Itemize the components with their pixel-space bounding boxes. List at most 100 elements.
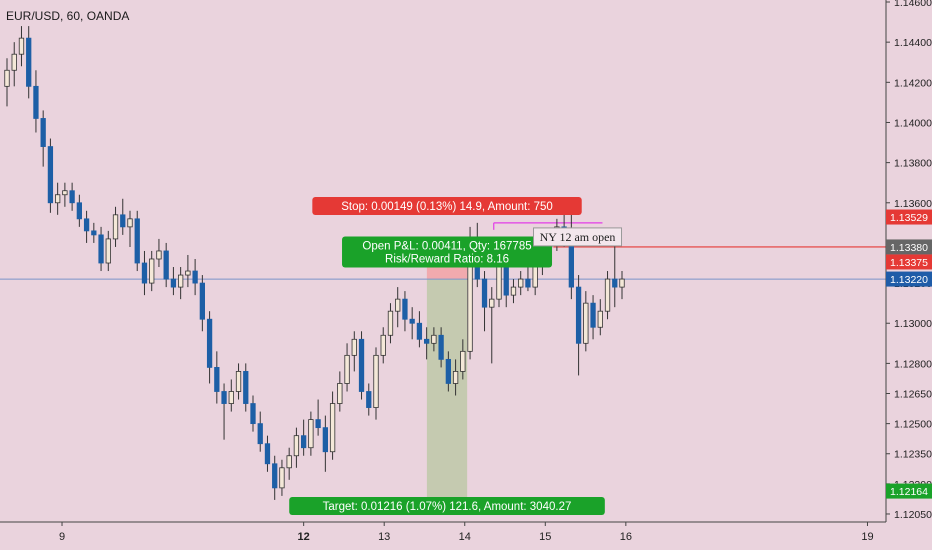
y-tick-label: 1.13600 — [894, 198, 932, 210]
candle-body — [264, 443, 271, 465]
candle-body — [243, 371, 249, 404]
candle-body — [351, 338, 357, 356]
candle-body — [315, 419, 321, 429]
candle-body — [518, 278, 524, 288]
candle-body — [604, 278, 611, 312]
pnl-label-box — [342, 236, 553, 268]
candle-body — [438, 334, 444, 360]
candle-body — [141, 262, 148, 284]
candle-body — [11, 53, 17, 71]
y-tick-label: 1.12650 — [894, 389, 932, 401]
candle-body — [619, 278, 625, 288]
price-label-box — [886, 483, 932, 499]
candle-body — [337, 383, 343, 404]
candle-body — [18, 37, 25, 55]
pnl-label-line-1: Open P&L: 0.00411, Qty: 167785 — [362, 241, 531, 253]
candle-body — [380, 334, 386, 356]
y-tick-label: 1.14600 — [894, 0, 932, 9]
candle-body — [431, 334, 437, 344]
candle-body — [525, 278, 531, 288]
annotation-box — [533, 227, 623, 247]
stop-label: Stop: 0.00149 (0.13%) 14.9, Amount: 750 — [341, 201, 553, 213]
candle-body — [532, 266, 538, 288]
price-label: 1.13380 — [890, 242, 928, 254]
candle-body — [76, 202, 82, 220]
candle-body — [409, 318, 415, 324]
candle-body — [112, 214, 119, 240]
candle-body — [286, 455, 292, 469]
candle-body — [387, 310, 394, 336]
candle-body — [228, 391, 234, 404]
y-tick-label: 1.12050 — [894, 509, 932, 521]
candle-body — [395, 298, 401, 312]
candle-body — [33, 85, 39, 119]
candle-body — [178, 274, 184, 288]
candle-body — [460, 350, 466, 372]
x-tick-label: 13 — [378, 531, 390, 543]
candle-body — [590, 302, 596, 328]
candle-body — [366, 391, 372, 408]
price-label-box — [886, 239, 932, 255]
price-label: 1.12164 — [890, 486, 928, 498]
y-tick-label: 1.12800 — [894, 358, 932, 370]
price-label: 1.13529 — [890, 212, 928, 224]
candle-body — [452, 371, 459, 384]
candle-body — [358, 338, 365, 392]
candle-body — [206, 318, 213, 368]
candle-body — [4, 69, 10, 87]
candle-body — [98, 234, 104, 264]
candle-body — [279, 467, 285, 489]
chart-title: EUR/USD, 60, OANDA — [6, 9, 130, 23]
candle-body — [322, 427, 328, 453]
candle-body — [163, 250, 169, 280]
candle-body — [26, 37, 32, 87]
candle-body — [55, 194, 61, 204]
candle-body — [221, 391, 227, 404]
y-tick-label: 1.14200 — [894, 77, 932, 89]
candle-body — [402, 298, 408, 320]
candle-body — [489, 298, 495, 308]
candle-body — [510, 286, 517, 296]
x-tick-label: 19 — [861, 531, 873, 543]
x-tick-label: 9 — [59, 531, 65, 543]
candle-body — [424, 338, 430, 344]
price-label: 1.13375 — [890, 257, 928, 269]
price-label: 1.13220 — [890, 274, 928, 286]
candle-body — [62, 190, 68, 196]
x-tick-label: 15 — [539, 531, 551, 543]
candle-body — [91, 230, 97, 236]
x-tick-label: 16 — [620, 531, 632, 543]
candle-body — [120, 214, 126, 228]
candle-body — [192, 270, 198, 284]
candle-body — [127, 218, 133, 228]
candle-body — [481, 278, 488, 308]
candle-body — [199, 282, 205, 320]
candle-body — [40, 118, 46, 147]
price-label-box — [886, 254, 932, 270]
target-label: Target: 0.01216 (1.07%) 121.6, Amount: 3… — [323, 501, 572, 513]
candle-body — [272, 463, 278, 489]
target-label-box — [289, 497, 605, 515]
candle-body — [301, 435, 307, 449]
target-zone — [426, 279, 468, 504]
candle-body — [134, 218, 140, 264]
candle-body — [69, 190, 75, 204]
annotation-ny-open: NY 12 am open — [540, 230, 616, 244]
candle-body — [583, 302, 589, 344]
candle-body — [373, 354, 379, 408]
candle-body — [170, 278, 177, 288]
candle-body — [575, 286, 582, 344]
candle-body — [47, 146, 54, 204]
candle-body — [308, 419, 314, 449]
pnl-label-line-2: Risk/Reward Ratio: 8.16 — [385, 254, 509, 266]
y-tick-label: 1.13800 — [894, 158, 932, 170]
candle-body — [214, 367, 220, 392]
candle-body — [250, 403, 256, 425]
y-tick-label: 1.12350 — [894, 449, 932, 461]
candle-body — [329, 403, 336, 453]
candle-body — [185, 270, 191, 276]
candle-body — [105, 238, 111, 264]
candle-body — [293, 435, 300, 457]
